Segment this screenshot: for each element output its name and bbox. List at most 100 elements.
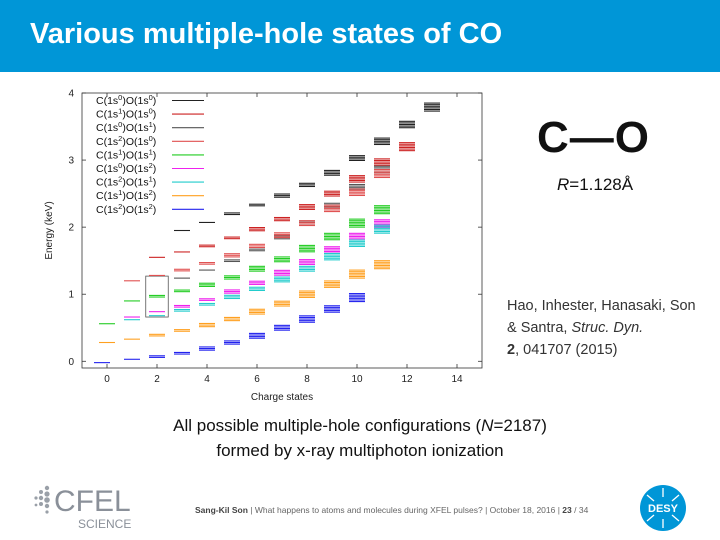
- data-point: [224, 289, 240, 294]
- data-point: [324, 280, 340, 288]
- data-point: [424, 102, 440, 112]
- data-point: [349, 232, 365, 241]
- x-tick-label: 6: [254, 374, 260, 385]
- legend-label: C(1s1)O(1s2): [96, 188, 156, 203]
- data-point: [174, 351, 190, 355]
- data-point: [224, 253, 240, 258]
- data-point: [324, 246, 340, 254]
- data-point: [299, 182, 315, 188]
- data-point: [299, 315, 315, 323]
- highlight-box: [145, 275, 169, 318]
- data-point: [224, 259, 240, 263]
- data-point: [249, 265, 265, 272]
- data-point: [299, 259, 315, 265]
- y-axis-label: Energy (keV): [44, 201, 55, 259]
- legend-label: C(1s1)O(1s0): [96, 106, 156, 121]
- reference-volume: 2: [507, 342, 516, 358]
- footer-sep-1: |: [247, 505, 255, 515]
- data-point: [174, 289, 190, 293]
- legend-label: C(1s0)O(1s0): [96, 93, 156, 108]
- data-point: [324, 232, 340, 241]
- x-tick-label: 10: [351, 374, 363, 385]
- data-point: [374, 260, 390, 270]
- data-point: [349, 239, 365, 247]
- reference-citation: Hao, Inhester, Hanasaki, Son & Santra, S…: [507, 295, 707, 361]
- data-point: [374, 219, 390, 229]
- data-point: [249, 248, 265, 252]
- data-point: [299, 244, 315, 253]
- data-point: [199, 298, 215, 301]
- data-point: [224, 294, 240, 300]
- data-point: [299, 265, 315, 272]
- footer-page: 23: [562, 505, 572, 515]
- legend-label: C(1s2)O(1s1): [96, 174, 156, 189]
- footer-sep-3: |: [555, 505, 563, 515]
- data-point: [224, 316, 240, 322]
- reference-rest: , 041707 (2015): [515, 342, 618, 358]
- data-point: [349, 218, 365, 228]
- y-tick-label: 3: [68, 156, 74, 167]
- data-point: [374, 158, 390, 166]
- data-point: [199, 282, 215, 287]
- data-point: [199, 262, 215, 265]
- data-point: [274, 324, 290, 331]
- molecule-formula: C—O: [537, 113, 650, 162]
- data-point: [349, 155, 365, 162]
- data-point: [149, 294, 165, 298]
- data-point: [324, 252, 340, 261]
- desy-logo-text: DESY: [648, 503, 679, 515]
- desy-logo-circle: [640, 485, 686, 531]
- data-point: [299, 220, 315, 227]
- data-point: [324, 190, 340, 197]
- data-point: [349, 293, 365, 303]
- x-tick-label: 14: [451, 374, 463, 385]
- footer-slash: /: [571, 505, 579, 515]
- x-tick-label: 12: [401, 374, 413, 385]
- bond-length: R=1.128Å: [557, 175, 633, 195]
- data-point: [299, 290, 315, 298]
- data-point: [324, 169, 340, 176]
- data-point: [324, 204, 340, 213]
- footer-date: October 18, 2016: [489, 505, 556, 515]
- cfel-logo-subtext: SCIENCE: [78, 517, 131, 531]
- data-point: [224, 236, 240, 240]
- data-point: [199, 244, 215, 248]
- caption-line-2: formed by x-ray multiphoton ionization: [216, 441, 504, 460]
- data-point: [274, 216, 290, 222]
- x-tick-label: 4: [204, 374, 210, 385]
- data-point: [274, 193, 290, 198]
- y-tick-label: 4: [68, 89, 74, 100]
- legend-label: C(1s2)O(1s2): [96, 201, 156, 216]
- bond-length-value: =1.128Å: [569, 175, 634, 194]
- cfel-logo-text: CFEL: [54, 485, 131, 518]
- data-point: [349, 175, 365, 183]
- data-point: [274, 232, 290, 239]
- reference-journal: Struc. Dyn.: [571, 320, 644, 336]
- footer-author: Sang-Kil Son: [195, 505, 248, 515]
- y-tick-label: 1: [68, 290, 74, 301]
- caption-line1-pre: All possible multiple-hole configuration…: [173, 416, 482, 435]
- data-point: [374, 224, 390, 234]
- x-tick-label: 2: [154, 374, 160, 385]
- data-point: [224, 275, 240, 280]
- data-point: [249, 280, 265, 285]
- data-point: [249, 332, 265, 339]
- plot-area: [81, 92, 483, 369]
- data-point: [274, 256, 290, 263]
- footer-total: 34: [578, 505, 589, 515]
- data-point: [349, 188, 365, 197]
- data-point: [224, 340, 240, 345]
- legend-label: C(1s0)O(1s1): [96, 120, 156, 135]
- reference-authors: Hao, Inhester, Hanasaki, Son & Santra,: [507, 298, 696, 336]
- caption-line1-post: =2187): [493, 416, 547, 435]
- cfel-logo: CFEL SCIENCE: [34, 485, 131, 531]
- data-point: [249, 227, 265, 232]
- data-point: [274, 269, 290, 276]
- x-axis-label: Charge states: [251, 392, 313, 403]
- legend-label: C(1s1)O(1s1): [96, 147, 156, 162]
- data-point: [149, 333, 165, 337]
- data-point: [249, 243, 265, 249]
- data-point: [399, 120, 415, 129]
- data-point: [174, 329, 190, 332]
